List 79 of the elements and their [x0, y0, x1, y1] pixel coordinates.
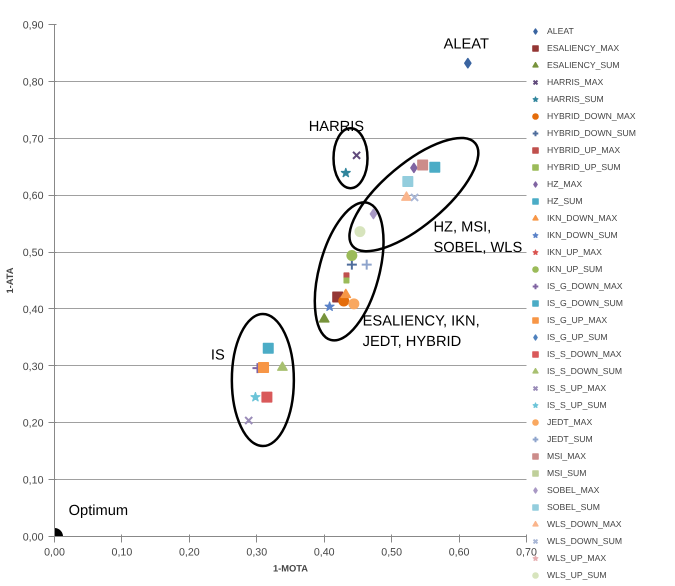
- point: [348, 298, 360, 310]
- point: [352, 150, 362, 160]
- y-tick-label: 0,30: [22, 360, 44, 373]
- legend-label: HARRIS_SUM: [547, 93, 605, 106]
- legend-label: IKN_DOWN_MAX: [547, 212, 618, 225]
- x-tick-label: 0,20: [178, 546, 200, 558]
- legend-label: SOBEL_SUM: [547, 501, 601, 514]
- x-tick-label: 0,40: [314, 546, 335, 558]
- legend-label: HYBRID_UP_MAX: [547, 144, 622, 157]
- legend-label: ALEAT: [547, 25, 575, 38]
- y-tick-label: 0,00: [22, 532, 44, 544]
- y-tick-label: 0,60: [22, 190, 44, 202]
- legend-label: WLS_DOWN_SUM: [547, 535, 624, 548]
- annotation: ESALIENCY, IKN, JEDT, HYBRID: [362, 313, 480, 350]
- legend-label: ESALIENCY_MAX: [547, 42, 620, 55]
- legend-label: HZ_SUM: [547, 195, 584, 208]
- legend-label: IS_G_UP_MAX: [547, 314, 608, 327]
- x-tick-label: 0,10: [112, 546, 132, 558]
- legend-label: HZ_MAX: [547, 178, 584, 191]
- point: [400, 191, 412, 201]
- x-tick-label: 0,00: [44, 546, 65, 558]
- legend-label: HYBRID_DOWN_SUM: [547, 127, 637, 140]
- annotation: Optimum: [68, 502, 128, 519]
- legend-label: IKN_DOWN_SUM: [547, 229, 619, 242]
- x-tick-label: 0,60: [448, 546, 470, 558]
- point: [354, 226, 366, 238]
- point: [346, 250, 358, 261]
- point: [410, 192, 420, 202]
- point: [258, 362, 270, 374]
- annotation: HZ, MSI, SOBEL, WLS: [433, 219, 522, 256]
- legend-label: IKN_UP_SUM: [547, 263, 604, 276]
- point: [429, 162, 440, 173]
- legend-label: HYBRID_DOWN_MAX: [547, 110, 636, 123]
- legend-label: IS_S_DOWN_MAX: [547, 348, 623, 361]
- legend-label: WLS_DOWN_MAX: [547, 518, 623, 531]
- x-axis-title: 1-MOTA: [272, 564, 308, 574]
- y-tick-label: 0,50: [22, 247, 44, 260]
- legend-label: WLS_UP_SUM: [547, 569, 608, 582]
- point: [340, 288, 352, 298]
- y-tick-label: 0,40: [22, 304, 44, 316]
- point: [417, 160, 428, 171]
- legend-label: IS_S_UP_MAX: [547, 382, 608, 395]
- legend-label: MSI_SUM: [547, 467, 588, 480]
- legend-label: JEDT_SUM: [547, 433, 594, 446]
- legend-label: MSI_MAX: [547, 450, 587, 463]
- point: [261, 392, 272, 403]
- y-tick-label: 0,70: [22, 133, 44, 146]
- legend-label: ESALIENCY_SUM: [547, 59, 621, 72]
- point: [318, 312, 330, 323]
- point: [343, 278, 350, 284]
- x-tick-label: 0,70: [516, 546, 537, 558]
- y-tick-label: 0,20: [22, 418, 44, 430]
- point: [340, 167, 352, 178]
- x-tick-label: 0,30: [246, 546, 268, 558]
- y-tick-label: 0,80: [22, 76, 44, 88]
- y-tick-label: 0,10: [22, 474, 44, 487]
- x-tick-label: 0,50: [381, 546, 402, 558]
- legend-label: WLS_UP_MAX: [547, 552, 608, 565]
- point: [276, 361, 288, 371]
- legend-label: IS_S_UP_SUM: [547, 399, 608, 412]
- legend-label: HYBRID_UP_SUM: [547, 161, 622, 174]
- legend-label: IS_S_DOWN_SUM: [547, 365, 624, 378]
- point: [402, 176, 414, 188]
- point: [360, 258, 373, 271]
- legend-label: IS_G_DOWN_MAX: [547, 280, 624, 293]
- y-tick-label: 0,90: [22, 20, 44, 32]
- legend-label: IKN_UP_MAX: [547, 246, 603, 259]
- point: [244, 416, 254, 425]
- legend-label: IS_G_DOWN_SUM: [547, 297, 624, 310]
- legend-label: IS_G_UP_SUM: [547, 331, 609, 344]
- legend-label: JEDT_MAX: [547, 416, 594, 429]
- y-axis-title: 1-ATA: [4, 267, 15, 294]
- legend-label: HARRIS_MAX: [547, 76, 604, 89]
- point: [250, 392, 261, 402]
- point: [324, 301, 335, 312]
- point: [262, 342, 274, 354]
- annotation: ALEAT: [444, 36, 489, 52]
- legend-label: SOBEL_MAX: [547, 484, 600, 497]
- annotation: IS: [210, 348, 226, 364]
